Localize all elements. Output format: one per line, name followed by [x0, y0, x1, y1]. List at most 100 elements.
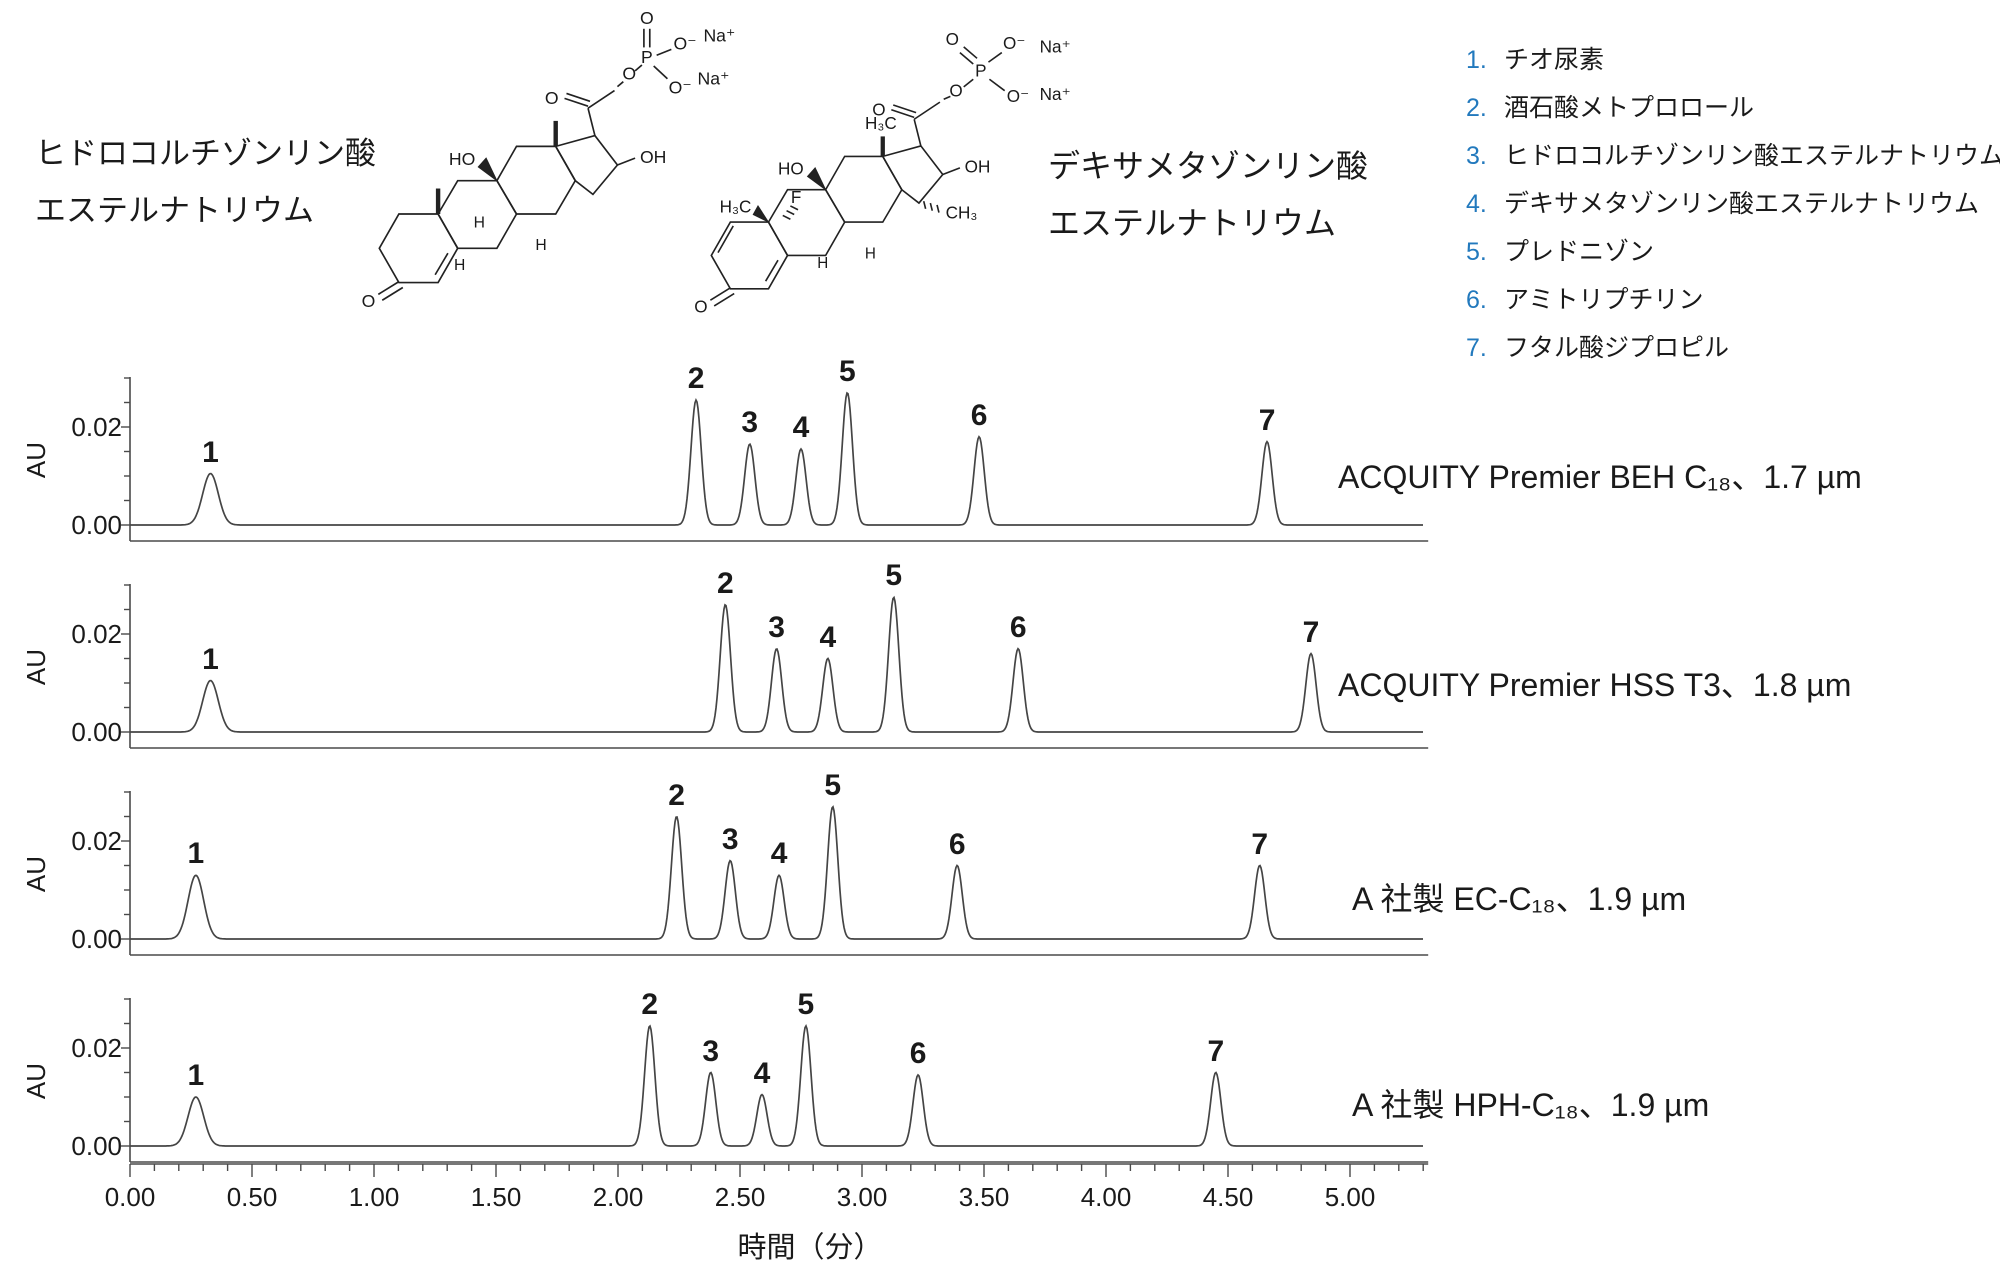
legend-item-label: フタル酸ジプロピル	[1504, 334, 1730, 362]
peak-number-label: 4	[753, 1056, 771, 1090]
legend-item-number: 6.	[1466, 286, 1487, 314]
atom-label-ketone-o: O	[694, 297, 707, 317]
legend-item-label: ヒドロコルチゾンリン酸エステルナトリウム	[1504, 142, 2000, 170]
legend-item-label: チオ尿素	[1504, 46, 1605, 74]
peak-number-label: 1	[202, 642, 219, 676]
legend-item-number: 4.	[1466, 190, 1487, 218]
peak-number-label: 7	[1207, 1034, 1225, 1068]
structure-name-line: エステルナトリウム	[35, 193, 314, 228]
atom-label-c20-o: O	[872, 99, 885, 119]
chromatogram-ec-c18	[121, 791, 1429, 956]
time-axis-tick-label: 1.50	[470, 1182, 522, 1212]
chromatogram-trace	[130, 595, 1423, 733]
y-tick-label: 0.00	[71, 924, 122, 954]
atom-label-ho: HO	[449, 149, 475, 169]
peak-number-label: 3	[702, 1034, 720, 1068]
peak-number-label: 5	[797, 987, 815, 1021]
time-axis-tick-label: 4.50	[1202, 1182, 1254, 1212]
legend-item-number: 1.	[1466, 46, 1487, 74]
atom-label-h: H	[474, 215, 485, 232]
legend-item-number: 5.	[1466, 238, 1487, 266]
chromatogram-trace	[130, 1024, 1423, 1147]
legend-item: 3. ヒドロコルチゾンリン酸エステルナトリウム	[1466, 136, 2000, 184]
time-axis-tick-label: 4.00	[1080, 1182, 1132, 1212]
peak-number-label: 3	[741, 406, 759, 440]
peak-number-label: 7	[1251, 827, 1269, 861]
peak-number-label: 4	[792, 411, 810, 445]
chromatogram-hss-t3	[121, 584, 1429, 749]
atom-label-o-minus: O⁻	[674, 33, 697, 53]
peak-number-label: 2	[668, 778, 685, 812]
chromatogram-trace	[130, 805, 1423, 940]
panel-title-beh-c18: ACQUITY Premier BEH C₁₈、1.7 µm	[1338, 459, 1862, 495]
peak-number-label: 2	[641, 987, 659, 1021]
atom-label-ho: HO	[778, 159, 804, 179]
time-axis	[129, 1163, 1429, 1177]
peak-number-label: 1	[202, 435, 219, 469]
legend-item-number: 2.	[1466, 94, 1487, 122]
y-tick-label: 0.00	[71, 717, 122, 747]
atom-label-h3c: H₃C	[720, 197, 752, 217]
chromatogram-trace	[130, 391, 1423, 526]
atom-label-h: H	[454, 257, 465, 274]
peak-number-label: 3	[721, 822, 739, 856]
time-axis-tick-label: 3.50	[958, 1182, 1010, 1212]
peak-number-label: 6	[970, 398, 988, 432]
peak-number-label: 2	[687, 362, 705, 396]
y-tick-label: 0.00	[71, 1131, 122, 1161]
steroid-skeleton	[377, 28, 672, 301]
time-axis-tick-label: 3.00	[836, 1182, 888, 1212]
legend-item: 5. プレドニゾン	[1466, 232, 2000, 280]
structure-name-dexamethasone: デキサメタゾンリン酸 エステルナトリウム	[1048, 138, 1368, 252]
legend-item-label: デキサメタゾンリン酸エステルナトリウム	[1504, 190, 1980, 218]
atom-label-na-plus: Na⁺	[698, 69, 730, 89]
legend-item: 7. フタル酸ジプロピル	[1466, 328, 2000, 376]
panel-title-hph-c18: A 社製 HPH-C₁₈、1.9 µm	[1352, 1087, 1710, 1123]
atom-label-o-minus: O⁻	[1007, 86, 1029, 106]
y-tick-label: 0.02	[71, 412, 122, 442]
steroid-skeleton	[709, 46, 1006, 307]
legend-item-label: 酒石酸メトプロロール	[1504, 94, 1755, 122]
legend-item-label: アミトリプチリン	[1504, 286, 1704, 314]
peak-number-label: 7	[1258, 403, 1276, 437]
time-axis-tick-label: 5.00	[1324, 1182, 1376, 1212]
atom-label-ester-o: O	[949, 80, 962, 100]
peak-number-label: 3	[768, 610, 785, 644]
peak-number-label: 5	[885, 559, 903, 593]
atom-label-h: H	[817, 255, 828, 272]
atom-label-c20-o: O	[545, 88, 559, 108]
structure-name-line: ヒドロコルチゾンリン酸	[35, 136, 376, 171]
y-tick-label: 0.02	[71, 826, 122, 856]
atom-label-na-plus: Na⁺	[1040, 37, 1071, 57]
time-axis-tick-label: 0.50	[226, 1182, 278, 1212]
atom-label-o-minus: O⁻	[1003, 33, 1025, 53]
time-axis-tick-label: 0.00	[104, 1182, 156, 1212]
atom-label-p-double-o: O	[946, 29, 959, 49]
panel-title-hss-t3: ACQUITY Premier HSS T3、1.8 µm	[1338, 667, 1852, 703]
y-axis-label: AU	[21, 855, 51, 893]
atom-label-h: H	[535, 237, 546, 254]
legend-item: 6. アミトリプチリン	[1466, 280, 2000, 328]
peak-number-label: 6	[909, 1036, 927, 1070]
peak-number-label: 2	[717, 566, 734, 600]
y-axis-label: AU	[21, 1062, 51, 1100]
peak-number-label: 5	[839, 354, 856, 388]
peak-number-label: 1	[187, 1059, 205, 1092]
atom-label-ester-o: O	[622, 64, 636, 84]
legend-item-label: プレドニゾン	[1504, 238, 1655, 266]
peak-legend: 1. チオ尿素 2. 酒石酸メトプロロール 3. ヒドロコルチゾンリン酸エステルナトリ…	[1466, 40, 2000, 376]
structure-name-line: エステルナトリウム	[1048, 205, 1337, 241]
atom-label-ch3: CH₃	[946, 202, 978, 222]
chromatogram-beh-c18	[121, 377, 1429, 542]
atom-label-oh: OH	[640, 147, 666, 167]
atom-label-o-minus: O⁻	[669, 77, 692, 97]
atom-label-p: P	[641, 47, 653, 67]
atom-label-p: P	[975, 60, 986, 80]
atom-label-oh: OH	[965, 157, 991, 177]
legend-item: 4. デキサメタゾンリン酸エステルナトリウム	[1466, 184, 2000, 232]
time-axis-tick-label: 1.00	[348, 1182, 400, 1212]
peak-number-label: 1	[187, 837, 205, 871]
peak-number-label: 6	[1009, 610, 1027, 644]
chromatogram-hph-c18	[121, 998, 1429, 1163]
